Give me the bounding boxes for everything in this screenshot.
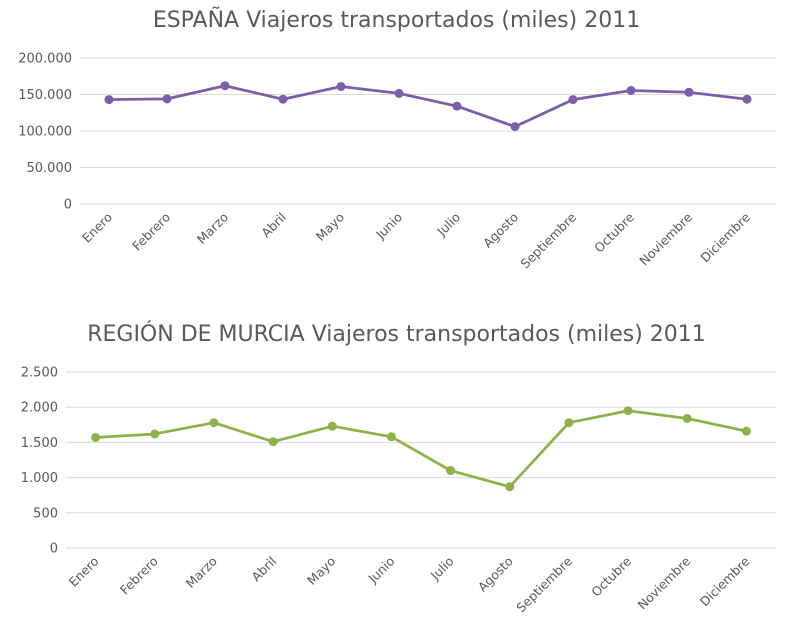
data-point — [336, 81, 346, 91]
y-tick-label: 50.000 — [27, 161, 73, 176]
x-tick-label: Septiembre — [517, 209, 579, 271]
data-point — [446, 466, 456, 476]
data-point — [162, 94, 172, 104]
x-tick-label: Julio — [427, 554, 457, 584]
x-tick-label: Marzo — [183, 554, 220, 591]
y-tick-label: 200.000 — [18, 52, 72, 67]
x-tick-label: Octubre — [588, 553, 634, 599]
x-tick-label: Abril — [258, 210, 289, 241]
series-line — [108, 84, 748, 128]
y-tick-label: 0 — [50, 542, 58, 557]
x-tick-label: Febrero — [117, 554, 161, 598]
y-tick-label: 2.500 — [21, 366, 58, 381]
data-point — [278, 94, 288, 104]
x-tick-label: Mayo — [304, 554, 338, 588]
x-tick-label: Enero — [66, 554, 102, 590]
data-point — [742, 94, 752, 104]
x-tick-label: Febrero — [129, 210, 173, 254]
x-tick-label: Marzo — [194, 210, 231, 247]
data-point — [104, 95, 114, 105]
chart-espana-plot: 0 50.000 100.000 150.000 200.000 Enero Febrero… — [18, 52, 776, 271]
x-tick-label: Diciembre — [697, 553, 753, 609]
y-tick-label: 0 — [64, 198, 72, 213]
data-point — [452, 101, 462, 111]
chart-murcia-plot: 0 500 1.000 1.500 2.000 2.500 Enero Febrero Marz… — [21, 366, 776, 615]
data-point — [327, 421, 337, 431]
data-point — [386, 432, 396, 442]
data-point — [626, 85, 636, 95]
y-tick-label: 1.000 — [21, 471, 58, 486]
x-tick-label: Octubre — [591, 209, 637, 255]
chart-espana: ESPAÑA Viajeros transportados (miles) 20… — [0, 0, 793, 300]
x-tick-label: Junio — [372, 210, 405, 243]
x-tick-label: Diciembre — [697, 209, 753, 265]
y-tick-label: 500 — [33, 506, 58, 521]
data-point — [623, 406, 633, 416]
data-point — [568, 95, 578, 105]
chart-title: REGIÓN DE MURCIA Viajeros transportados … — [87, 322, 706, 347]
data-point — [510, 122, 520, 132]
series-line — [95, 409, 747, 489]
y-tick-label: 100.000 — [18, 125, 72, 140]
x-tick-label: Mayo — [313, 210, 347, 244]
x-tick-label: Septiembre — [513, 553, 575, 615]
x-tick-label: Noviembre — [635, 553, 694, 612]
x-tick-label: Julio — [433, 210, 463, 240]
y-tick-label: 150.000 — [18, 88, 72, 103]
data-point — [505, 482, 515, 492]
x-tick-label: Enero — [79, 210, 115, 246]
data-point — [91, 432, 101, 442]
data-point — [150, 429, 160, 439]
x-tick-label: Agosto — [480, 210, 521, 251]
data-point — [684, 87, 694, 97]
x-tick-label: Noviembre — [636, 209, 695, 268]
data-point — [268, 437, 278, 447]
data-point — [564, 418, 574, 428]
x-tick-label: Junio — [365, 554, 398, 587]
data-point — [220, 81, 230, 91]
y-tick-label: 1.500 — [21, 436, 58, 451]
chart-murcia: REGIÓN DE MURCIA Viajeros transportados … — [0, 312, 793, 632]
y-tick-label: 2.000 — [21, 401, 58, 416]
x-tick-label: Agosto — [475, 554, 516, 595]
data-point — [741, 426, 751, 436]
chart-title: ESPAÑA Viajeros transportados (miles) 20… — [152, 8, 641, 33]
data-point — [394, 88, 404, 98]
data-point — [682, 413, 692, 423]
data-point — [209, 418, 219, 428]
x-tick-label: Abril — [248, 554, 279, 585]
